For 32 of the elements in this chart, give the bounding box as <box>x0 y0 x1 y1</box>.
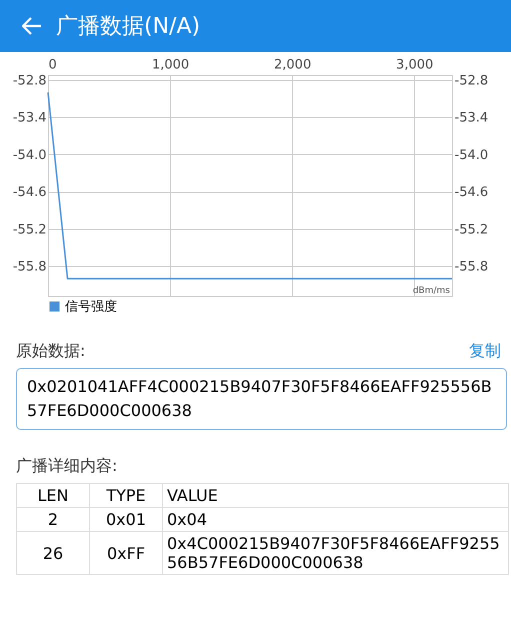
text: 原始数据: <box>16 341 86 362</box>
y-tick-label: -54.6 <box>12 185 46 200</box>
x-tick-label: 0 <box>48 58 57 72</box>
text: 0x0201041AFF4C000215B9407F30F5F8466EAFF925556B57FE6D000C000638 <box>16 368 507 430</box>
y-tick-label: -54.0 <box>12 148 46 163</box>
y-tick-label: -55.2 <box>12 222 46 238</box>
text: TYPE <box>90 484 162 508</box>
y2-tick-label: -55.8 <box>454 260 488 275</box>
legend-label: 信号强度 <box>65 298 117 314</box>
y-tick-label: -55.8 <box>12 260 46 275</box>
text: 0x04 <box>162 508 508 532</box>
y-tick-label: -53.4 <box>12 110 46 126</box>
y2-tick-label: -53.4 <box>454 110 488 126</box>
y-tick-label: -52.8 <box>12 73 46 88</box>
y2-tick-label: -54.0 <box>454 148 488 163</box>
y2-tick-label: -54.6 <box>454 185 488 200</box>
text: VALUE <box>162 484 508 508</box>
x-tick-label: 2,000 <box>274 58 312 72</box>
text: 0x4C000215B9407F30F5F8466EAFF925556B57FE6D000C000638 <box>162 532 508 574</box>
x-tick-label: 3,000 <box>396 58 434 72</box>
text: 2 <box>16 508 90 532</box>
y2-tick-label: -55.2 <box>454 222 488 238</box>
text: 0x01 <box>90 508 162 532</box>
text: 0xFF <box>90 532 162 574</box>
text: LEN <box>16 484 90 508</box>
y2-tick-label: -52.8 <box>454 73 488 88</box>
text: 26 <box>16 532 90 574</box>
x-axis-title: dBm/ms <box>412 286 450 296</box>
text: 复制 <box>469 341 501 362</box>
chart-title: 广播数据(N/A) <box>56 13 200 41</box>
text: 广播详细内容: <box>15 456 118 477</box>
x-tick-label: 1,000 <box>152 58 190 72</box>
